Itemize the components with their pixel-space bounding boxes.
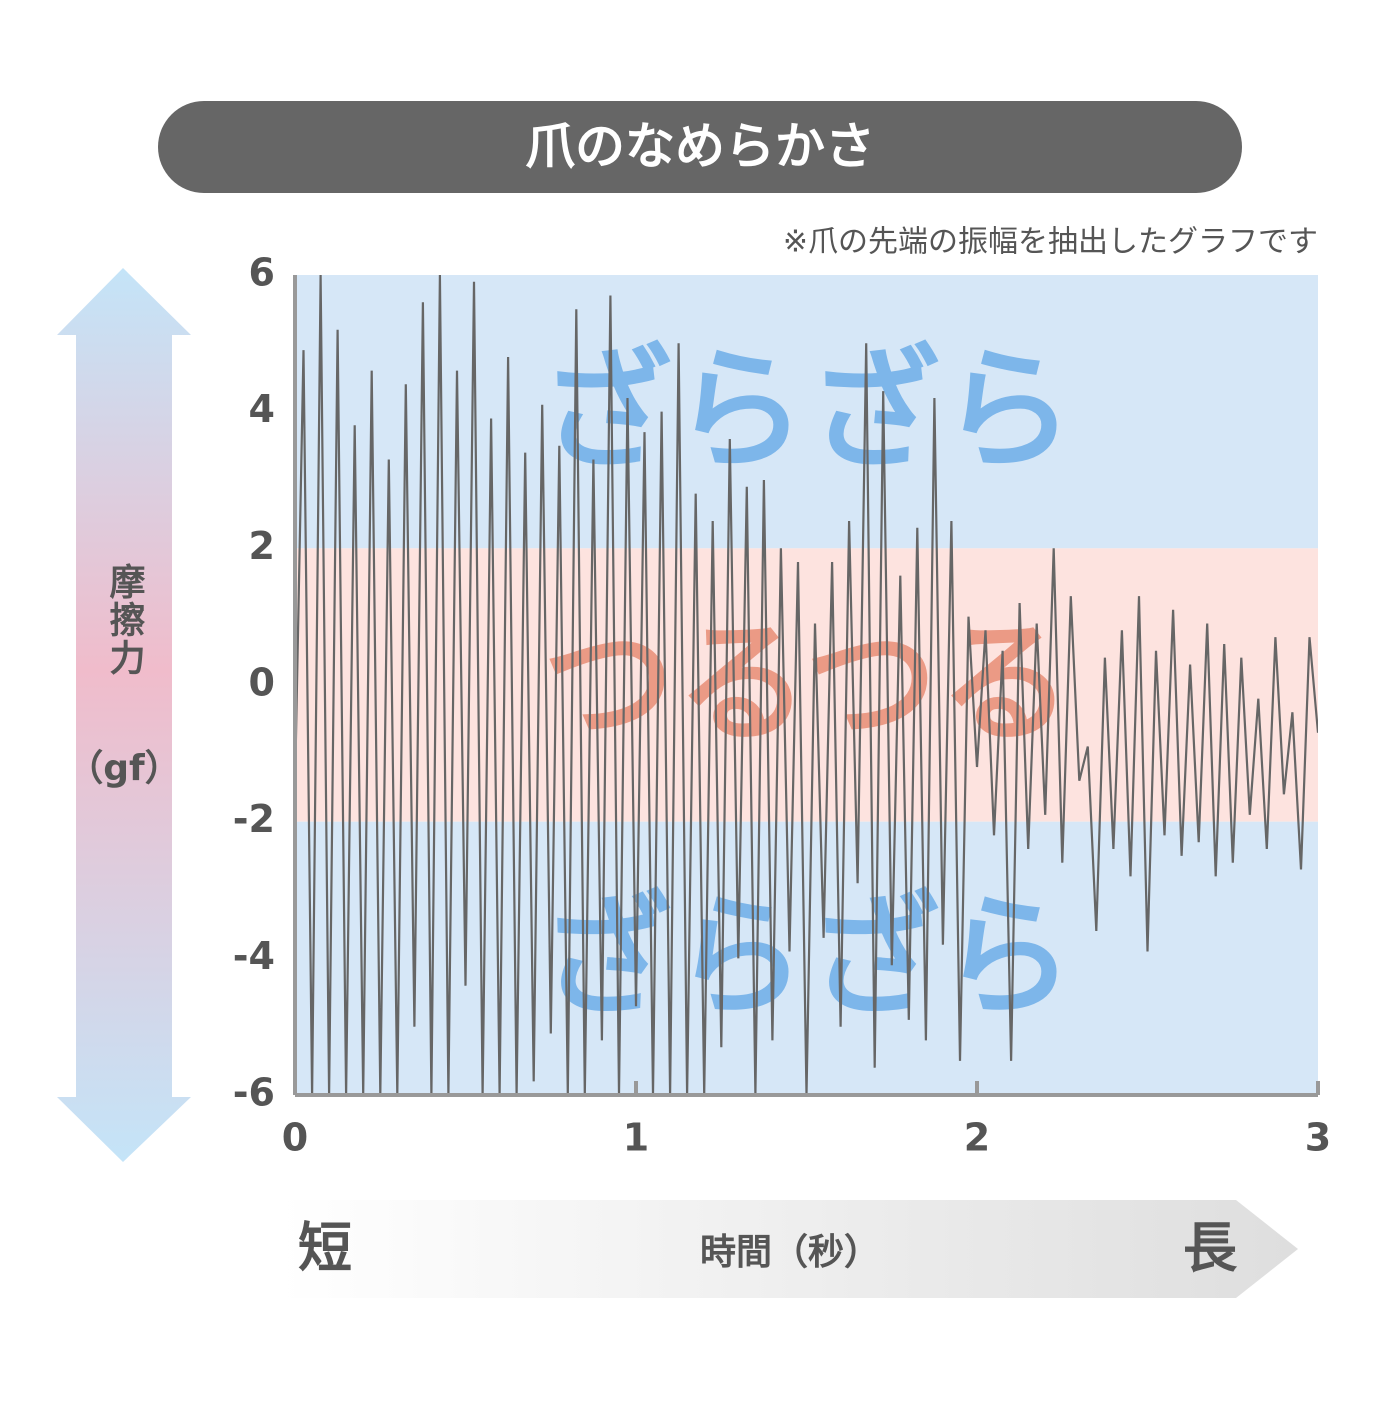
y-tick-label: 2	[249, 524, 275, 568]
y-axis-unit: （gf）	[67, 748, 180, 789]
x-tick-label: 0	[282, 1116, 308, 1160]
y-arrow	[57, 268, 191, 1162]
band	[295, 548, 1318, 822]
long-label: 長	[1183, 1217, 1238, 1280]
x-tick-label: 3	[1305, 1116, 1331, 1160]
y-tick-label: -4	[233, 934, 275, 978]
y-tick-label: 4	[249, 387, 275, 431]
x-arrow	[280, 1200, 1298, 1298]
x-tick-label: 1	[623, 1116, 649, 1160]
note: ※爪の先端の振幅を抽出したグラフです	[783, 225, 1318, 260]
chart-title: 爪のなめらかさ	[525, 118, 875, 176]
band-label: つるつる	[543, 607, 1074, 761]
x-tick-label: 2	[964, 1116, 990, 1160]
y-tick-label: 6	[249, 251, 275, 295]
y-tick-label: -2	[233, 797, 275, 841]
y-tick-label: 0	[249, 661, 275, 705]
y-tick-label: -6	[233, 1071, 275, 1115]
title-pill	[158, 101, 1242, 193]
y-axis-label: 摩擦力	[104, 563, 146, 677]
x-axis-label: 時間（秒）	[700, 1232, 880, 1273]
band	[295, 275, 1318, 549]
band-label: ざらざら	[540, 334, 1076, 488]
short-label: 短	[298, 1217, 352, 1280]
data-line	[295, 275, 1318, 1095]
